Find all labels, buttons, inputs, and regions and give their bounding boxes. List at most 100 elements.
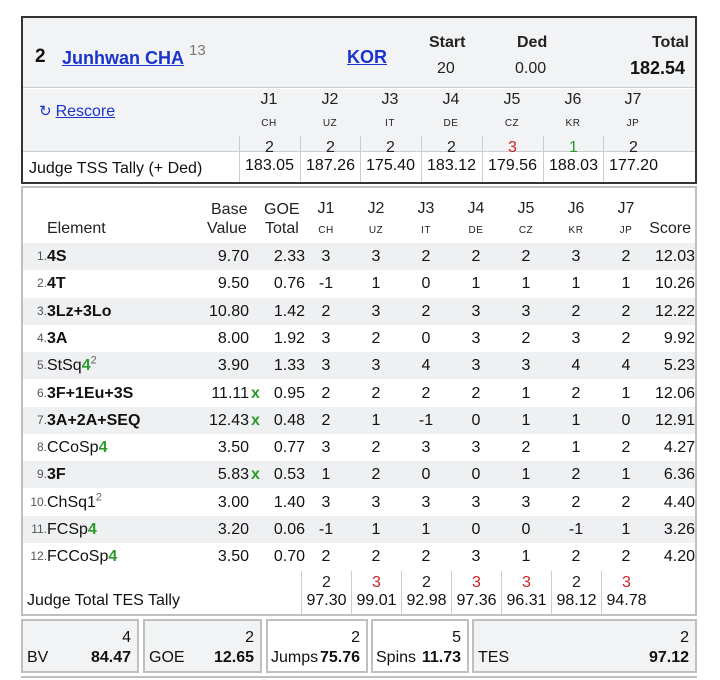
judge-goe-score: 1	[521, 412, 531, 429]
goe-total: 2.33	[273, 248, 305, 265]
judge-goe-score: 3	[471, 494, 481, 511]
skater-name-link[interactable]: Junhwan CHA	[62, 48, 185, 68]
judge-goe-score: 2	[621, 330, 631, 347]
judge-goe-score: 0	[621, 412, 631, 429]
base-value: 3.50	[217, 439, 249, 456]
element-code: 3Lz+3Lo	[47, 303, 112, 320]
judge-goe-score: 2	[521, 248, 531, 265]
skater-header: 2 Junhwan CHA 13 KOR Start 20 Ded 0.00 T…	[21, 16, 697, 184]
element-number: 3.	[36, 304, 47, 318]
element-level: 4	[87, 521, 97, 538]
judge-tes-score: 96.31	[506, 592, 547, 609]
judge-tes-tally-cell: 2 97.30	[301, 571, 351, 615]
base-value: 3.00	[217, 494, 249, 511]
judge-goe-score: 3	[321, 439, 331, 456]
judge-goe-score: 2	[621, 494, 631, 511]
summary-goe-value: 12.65	[213, 649, 254, 666]
judge-tss-tally-cell: 3 179.56	[482, 136, 542, 182]
element-score: 12.06	[654, 385, 695, 402]
element-score: 9.92	[663, 330, 695, 347]
judge-goe-score: 2	[571, 494, 581, 511]
judge-goe-score: 3	[371, 303, 381, 320]
nation-link[interactable]: KOR	[347, 47, 387, 67]
element-name: FCCoSp4	[47, 543, 117, 570]
judge-goe-score: 2	[571, 385, 581, 402]
judge-tss-rank: 3	[508, 139, 517, 156]
judge-goe-score: 4	[571, 357, 581, 374]
table-row: 7. 3A+2A+SEQ 12.43 x 0.48 2 1 -1 0 1 1 0 12.91	[23, 407, 695, 434]
header-top-band: 2 Junhwan CHA 13 KOR Start 20 Ded 0.00 T…	[23, 18, 695, 88]
judge-goe-score: 3	[471, 439, 481, 456]
col-header-judge-7-country: JP	[619, 225, 633, 236]
ded-value: 0.00	[515, 60, 547, 77]
element-footnote: 2	[90, 354, 97, 367]
col-header-judge-3-country: IT	[421, 225, 431, 236]
judge-tes-score: 97.30	[306, 592, 347, 609]
element-number: 5.	[36, 358, 47, 372]
elements-table: Element Base Value GOE Total Score J1 CH J…	[21, 186, 697, 616]
base-value: 3.90	[217, 357, 249, 374]
refresh-icon: ↻	[39, 103, 52, 120]
judge-tes-rank: 3	[372, 574, 381, 591]
element-footnote: 2	[95, 491, 103, 504]
judge-goe-score: 0	[471, 412, 481, 429]
judge-goe-score: 1	[421, 521, 431, 538]
judge-tes-score: 94.78	[606, 592, 647, 609]
judge-goe-score: 3	[521, 303, 531, 320]
judge-goe-score: 1	[521, 548, 531, 565]
judge-tes-score: 98.12	[556, 592, 597, 609]
summary-jumps-value: 75.76	[319, 649, 360, 666]
judge-goe-score: 1	[521, 385, 531, 402]
element-name: 3A	[47, 325, 67, 352]
summary-goe-rank: 2	[245, 629, 254, 646]
judge-total-tes-tally-label: Judge Total TES Tally	[27, 592, 180, 609]
base-value: 9.70	[217, 248, 249, 265]
element-name: 3F	[47, 461, 66, 488]
judge-goe-score: 2	[421, 303, 431, 320]
judge-goe-score: 1	[471, 275, 481, 292]
goe-total: 1.33	[273, 357, 305, 374]
judge-tss-tally-cell: 1 188.03	[543, 136, 603, 182]
judge-tss-tally-cell: 2 187.26	[300, 136, 360, 182]
goe-total: 0.70	[273, 548, 305, 565]
judge-tss-tally-label: Judge TSS Tally (+ Ded)	[29, 160, 203, 177]
summary-spins-value: 11.73	[421, 649, 461, 666]
judge-goe-score: 2	[371, 385, 381, 402]
judge-tes-score: 99.01	[356, 592, 397, 609]
judge-goe-score: 1	[621, 466, 631, 483]
summary-bv: 4 BV 84.47	[21, 619, 139, 673]
judge-goe-score: 0	[421, 466, 431, 483]
rescore-link[interactable]: ↻ Rescore	[39, 102, 115, 121]
judge-goe-score: 0	[471, 466, 481, 483]
element-score: 12.03	[654, 248, 695, 265]
table-row: 5. StSq42 3.90 1.33 3 3 4 3 3 4 4 5.23	[23, 352, 695, 379]
judge-goe-score: 0	[421, 330, 431, 347]
summary-jumps-label: Jumps	[271, 649, 319, 666]
col-header-goe-bottom: Total	[265, 220, 299, 237]
judge-tss-score: 183.12	[427, 157, 476, 174]
judge-goe-score: 3	[371, 494, 381, 511]
judge-goe-score: -1	[568, 521, 584, 538]
header-judge-4-label: J4	[442, 91, 460, 108]
element-score: 4.40	[663, 494, 695, 511]
header-judge-7-label: J7	[624, 91, 642, 108]
header-judge-1-label: J1	[260, 91, 278, 108]
element-name: 3A+2A+SEQ	[47, 407, 140, 434]
summary-goe-label: GOE	[149, 649, 185, 666]
header-judge-1-country: CH	[261, 118, 277, 129]
judge-goe-score: 2	[371, 330, 381, 347]
judge-goe-score: 2	[421, 248, 431, 265]
table-row: 8. CCoSp4 3.50 0.77 3 2 3 3 2 1 2 4.27	[23, 434, 695, 461]
bottom-divider	[21, 676, 697, 680]
goe-total: 1.92	[273, 330, 305, 347]
summary-goe: 2 GOE 12.65	[143, 619, 262, 673]
base-value: 3.20	[217, 521, 249, 538]
judge-goe-score: 3	[571, 330, 581, 347]
judge-goe-score: -1	[318, 275, 334, 292]
col-header-judge-3: J3	[417, 200, 435, 217]
header-judge-6-label: J6	[564, 91, 582, 108]
table-row: 4. 3A 8.00 1.92 3 2 0 3 2 3 2 9.92	[23, 325, 695, 352]
base-value: 12.43	[208, 412, 249, 429]
judge-goe-score: 1	[571, 275, 581, 292]
header-judges-band: ↻ Rescore	[23, 89, 695, 152]
